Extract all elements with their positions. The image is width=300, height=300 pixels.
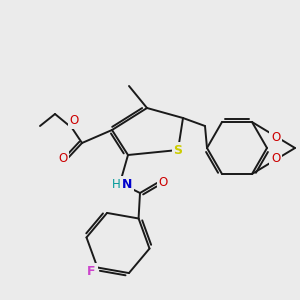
Text: O: O [158,176,168,188]
Text: O: O [271,130,280,143]
Text: F: F [87,265,96,278]
Text: H: H [112,178,120,191]
Text: O: O [58,152,68,164]
Text: S: S [173,143,182,157]
Text: O: O [271,152,280,166]
Text: N: N [122,178,132,190]
Text: O: O [69,115,79,128]
